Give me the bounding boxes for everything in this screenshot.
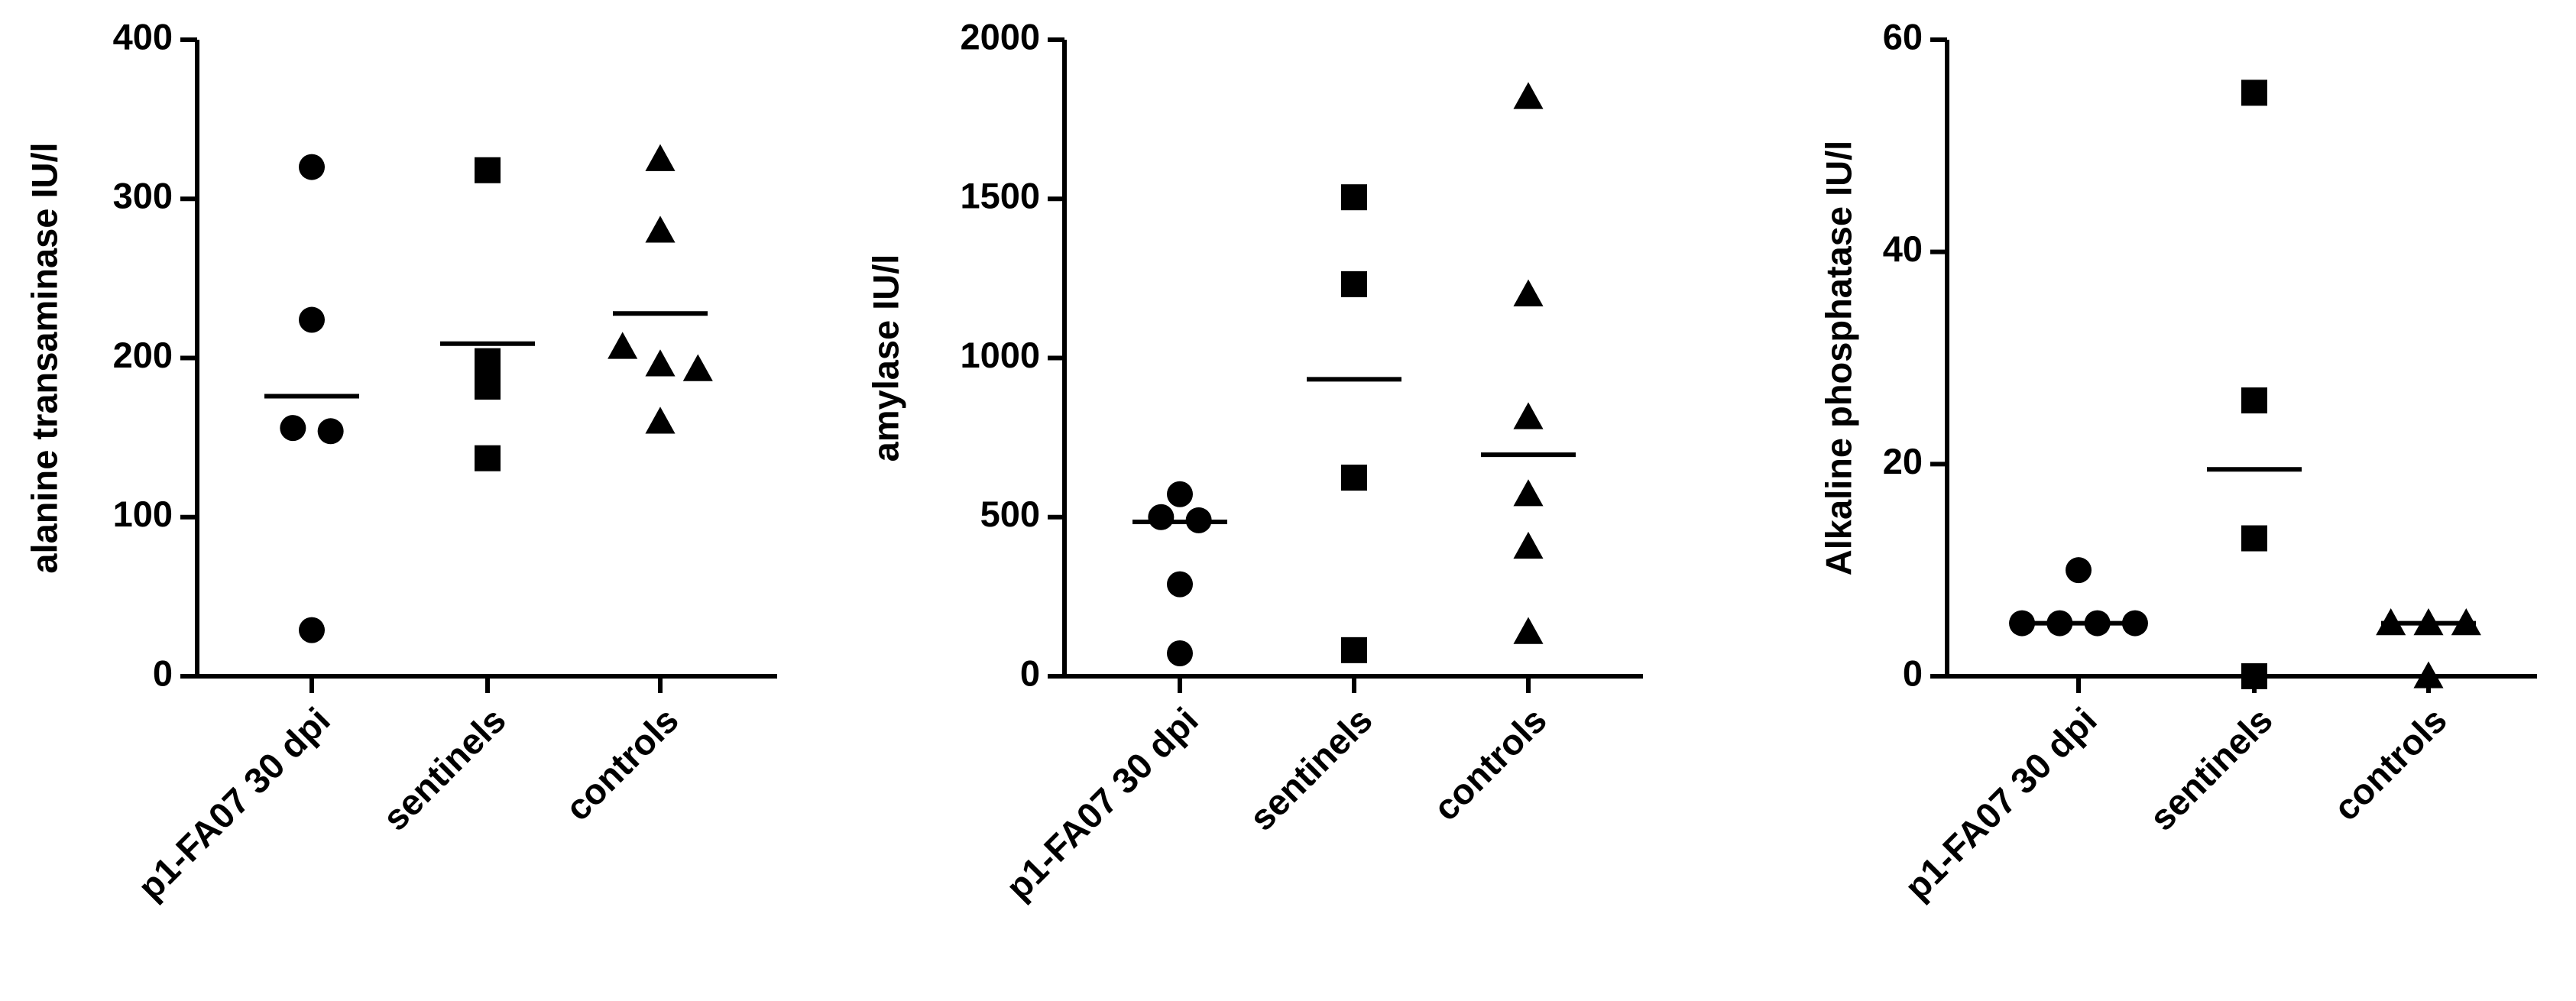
data-point xyxy=(1341,270,1367,297)
data-point xyxy=(1341,637,1367,663)
data-point xyxy=(682,354,713,381)
y-tick-label: 40 xyxy=(1883,228,1923,269)
data-point xyxy=(475,373,501,400)
data-point xyxy=(299,154,325,180)
x-tick-label: sentinels xyxy=(1241,699,1380,838)
y-tick-label: 200 xyxy=(113,335,173,375)
data-point xyxy=(475,445,501,471)
y-axis-label: alanine transaminase IU/l xyxy=(24,142,64,573)
x-tick-label: sentinels xyxy=(2141,699,2280,838)
y-tick-label: 400 xyxy=(113,16,173,57)
y-axis-label: amylase IU/l xyxy=(865,254,906,462)
y-tick-label: 500 xyxy=(980,494,1040,534)
data-point xyxy=(645,144,676,171)
data-point xyxy=(645,407,676,434)
data-point xyxy=(299,306,325,333)
y-tick-label: 0 xyxy=(1903,653,1923,693)
data-point xyxy=(1167,571,1193,598)
data-point xyxy=(2241,79,2267,106)
data-point xyxy=(299,617,325,643)
data-point xyxy=(317,418,344,445)
y-tick-label: 20 xyxy=(1883,441,1923,481)
x-tick-label: controls xyxy=(557,699,686,828)
data-point xyxy=(1513,531,1544,559)
data-point xyxy=(608,332,638,359)
data-point xyxy=(2066,557,2092,584)
data-point xyxy=(1148,504,1175,530)
data-point xyxy=(1341,465,1367,491)
x-tick-label: p1-FA07 30 dpi xyxy=(130,699,338,907)
data-point xyxy=(2413,661,2444,688)
data-point xyxy=(2241,663,2267,689)
x-tick-label: controls xyxy=(2325,699,2454,828)
data-point xyxy=(475,157,501,183)
data-point xyxy=(280,415,306,442)
data-point xyxy=(2241,387,2267,414)
x-tick-label: controls xyxy=(1425,699,1554,828)
x-tick-label: p1-FA07 30 dpi xyxy=(998,699,1206,907)
data-point xyxy=(1513,617,1544,644)
x-tick-label: sentinels xyxy=(374,699,514,838)
data-point xyxy=(1513,402,1544,429)
data-point xyxy=(1167,640,1193,667)
data-point xyxy=(2241,525,2267,552)
data-point xyxy=(2121,610,2148,637)
data-point xyxy=(1341,184,1367,211)
y-tick-label: 300 xyxy=(113,176,173,216)
y-tick-label: 1000 xyxy=(960,335,1040,375)
data-point xyxy=(1513,479,1544,507)
data-point xyxy=(1167,481,1193,507)
y-tick-label: 0 xyxy=(153,653,173,693)
y-tick-label: 2000 xyxy=(960,16,1040,57)
data-point xyxy=(645,215,676,243)
data-point xyxy=(645,349,676,377)
data-point xyxy=(1513,279,1544,306)
data-point xyxy=(2009,610,2036,637)
y-tick-label: 0 xyxy=(1020,653,1040,693)
y-axis-label: Alkaline phosphatase IU/l xyxy=(1818,141,1858,575)
x-tick-label: p1-FA07 30 dpi xyxy=(1897,699,2105,907)
data-point xyxy=(475,348,501,374)
y-tick-label: 100 xyxy=(113,494,173,534)
data-point xyxy=(1513,82,1544,109)
y-tick-label: 1500 xyxy=(960,176,1040,216)
y-tick-label: 60 xyxy=(1883,16,1923,57)
